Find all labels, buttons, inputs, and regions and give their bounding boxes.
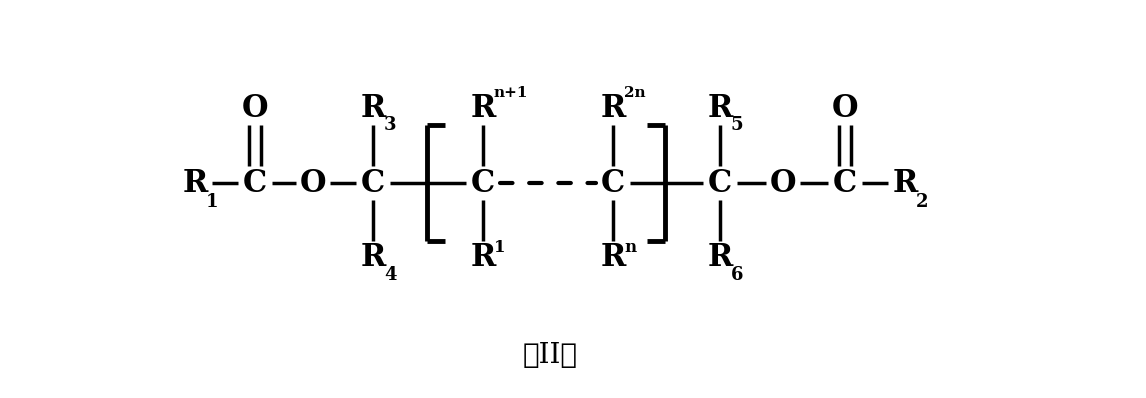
Text: R: R bbox=[601, 92, 626, 123]
Text: C: C bbox=[243, 168, 267, 199]
Text: R: R bbox=[707, 242, 732, 273]
Text: 5: 5 bbox=[731, 116, 744, 134]
Text: R: R bbox=[470, 242, 496, 273]
Text: R: R bbox=[360, 242, 386, 273]
Text: C: C bbox=[361, 168, 385, 199]
Text: O: O bbox=[242, 92, 268, 123]
Text: R: R bbox=[601, 242, 626, 273]
Text: 2: 2 bbox=[916, 193, 928, 211]
Text: R: R bbox=[360, 92, 386, 123]
Text: 4: 4 bbox=[384, 266, 397, 284]
Text: R: R bbox=[182, 168, 207, 199]
Text: R: R bbox=[893, 168, 918, 199]
Text: C: C bbox=[708, 168, 732, 199]
Text: n+1: n+1 bbox=[494, 86, 528, 100]
Text: 1: 1 bbox=[494, 239, 505, 256]
Text: 1: 1 bbox=[206, 193, 219, 211]
Text: 6: 6 bbox=[731, 266, 744, 284]
Text: O: O bbox=[832, 92, 858, 123]
Text: 2n: 2n bbox=[625, 86, 645, 100]
Text: R: R bbox=[470, 92, 496, 123]
Text: （II）: （II） bbox=[523, 343, 578, 369]
Text: C: C bbox=[833, 168, 857, 199]
Text: O: O bbox=[300, 168, 327, 199]
Text: n: n bbox=[625, 239, 636, 256]
Text: C: C bbox=[601, 168, 625, 199]
Text: O: O bbox=[770, 168, 796, 199]
Text: R: R bbox=[707, 92, 732, 123]
Text: 3: 3 bbox=[384, 116, 397, 134]
Text: C: C bbox=[471, 168, 495, 199]
